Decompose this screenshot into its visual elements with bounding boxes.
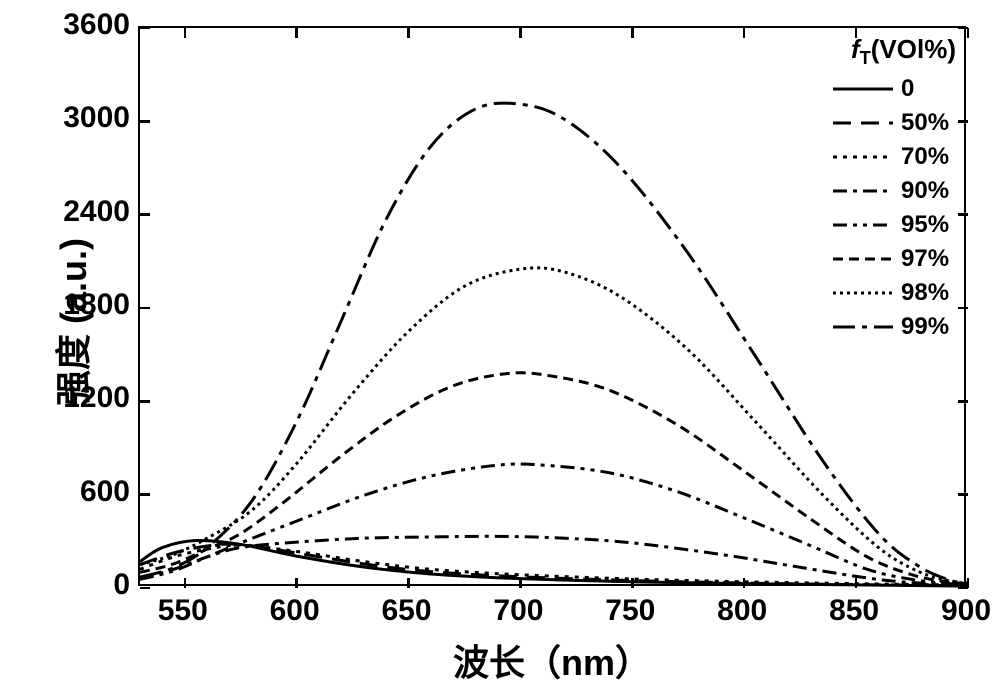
y-tick-right	[958, 213, 968, 216]
x-tick-label: 850	[819, 594, 889, 628]
y-tick-right	[958, 307, 968, 310]
y-tick-label: 600	[40, 475, 130, 509]
legend-rows: 0 50% 70% 90% 95% 97% 98% 99%	[833, 75, 956, 341]
y-tick-right	[958, 120, 968, 123]
y-tick-label: 1800	[40, 288, 130, 322]
x-tick-top	[631, 28, 634, 38]
legend-label: 99%	[901, 313, 956, 341]
x-tick-label: 900	[931, 594, 1000, 628]
x-tick-label: 550	[148, 594, 218, 628]
y-tick	[140, 400, 150, 403]
legend-swatch-icon	[833, 80, 893, 98]
legend-row: 70%	[833, 143, 956, 171]
x-tick-top	[184, 28, 187, 38]
x-tick-label: 750	[595, 594, 665, 628]
y-tick-label: 0	[40, 568, 130, 602]
x-tick-label: 700	[483, 594, 553, 628]
legend: fT(VOl%) 0 50% 70% 90% 95% 97% 98% 99%	[833, 34, 956, 341]
x-tick	[295, 578, 298, 588]
x-tick-top	[743, 28, 746, 38]
y-tick	[140, 120, 150, 123]
y-tick-label: 3000	[40, 101, 130, 135]
legend-row: 90%	[833, 177, 956, 205]
y-tick-right	[958, 587, 968, 590]
y-tick-right	[958, 400, 968, 403]
legend-swatch-icon	[833, 318, 893, 336]
legend-row: 99%	[833, 313, 956, 341]
legend-row: 98%	[833, 279, 956, 307]
x-tick-top	[407, 28, 410, 38]
x-tick	[184, 578, 187, 588]
x-tick-label: 600	[260, 594, 330, 628]
legend-title: fT(VOl%)	[833, 34, 956, 69]
x-tick-label: 800	[707, 594, 777, 628]
x-tick-top	[295, 28, 298, 38]
series-curve-95	[140, 464, 968, 585]
legend-row: 95%	[833, 211, 956, 239]
legend-swatch-icon	[833, 284, 893, 302]
legend-row: 0	[833, 75, 956, 103]
x-tick-label: 650	[372, 594, 442, 628]
y-tick	[140, 587, 150, 590]
legend-label: 70%	[901, 143, 956, 171]
legend-label: 97%	[901, 245, 956, 273]
y-tick	[140, 213, 150, 216]
y-tick-label: 1200	[40, 381, 130, 415]
x-tick	[631, 578, 634, 588]
legend-swatch-icon	[833, 216, 893, 234]
legend-swatch-icon	[833, 148, 893, 166]
x-tick	[519, 578, 522, 588]
x-tick	[407, 578, 410, 588]
legend-swatch-icon	[833, 114, 893, 132]
legend-label: 95%	[901, 211, 956, 239]
legend-row: 97%	[833, 245, 956, 273]
legend-label: 98%	[901, 279, 956, 307]
legend-label: 90%	[901, 177, 956, 205]
legend-label: 50%	[901, 109, 956, 137]
x-tick-top	[967, 28, 970, 38]
x-tick	[855, 578, 858, 588]
legend-row: 50%	[833, 109, 956, 137]
chart-root: fT(VOl%) 050%70%90%95%97%98%99% 强度 (a.u.…	[0, 0, 1000, 687]
y-tick-label: 2400	[40, 195, 130, 229]
series-curve-97	[140, 373, 968, 584]
y-tick	[140, 493, 150, 496]
y-tick-right	[958, 27, 968, 30]
y-tick-right	[958, 493, 968, 496]
plot-frame: fT(VOl%) 0 50% 70% 90% 95% 97% 98% 99%	[138, 26, 966, 586]
y-tick	[140, 307, 150, 310]
legend-label: 0	[901, 75, 956, 103]
x-tick-top	[519, 28, 522, 38]
y-tick-label: 3600	[40, 8, 130, 42]
legend-swatch-icon	[833, 250, 893, 268]
x-tick	[743, 578, 746, 588]
y-tick	[140, 27, 150, 30]
x-axis-title: 波长（nm）	[402, 634, 702, 686]
legend-swatch-icon	[833, 182, 893, 200]
